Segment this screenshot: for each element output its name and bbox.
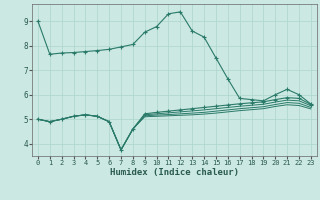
X-axis label: Humidex (Indice chaleur): Humidex (Indice chaleur) <box>110 168 239 177</box>
